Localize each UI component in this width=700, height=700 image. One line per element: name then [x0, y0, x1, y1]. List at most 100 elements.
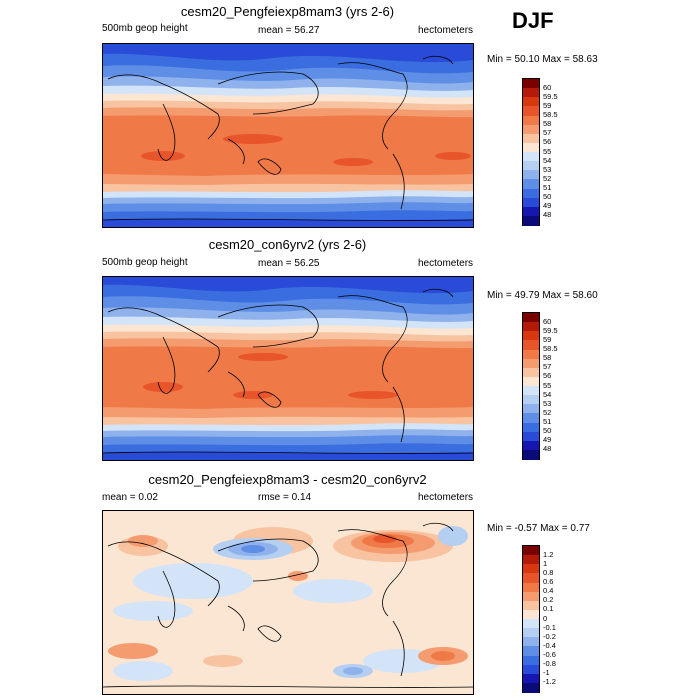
panel-1-minmax-label: Min = 50.10 Max = 58.63 — [487, 54, 598, 65]
panel-1-variable-label: 500mb geop height — [102, 23, 188, 34]
colorbar-tick-label: 58 — [543, 119, 552, 129]
colorbar-swatch — [523, 313, 539, 323]
panel-3-minmax-label: Min = -0.57 Max = 0.77 — [487, 523, 590, 534]
colorbar-swatch — [523, 395, 539, 405]
colorbar-swatch — [523, 215, 539, 226]
colorbar-swatch — [523, 682, 539, 693]
colorbar-tick-label: 0.1 — [543, 604, 554, 614]
colorbar-tick-label: 48 — [543, 444, 552, 454]
colorbar-tick-label: 0.4 — [543, 586, 554, 596]
colorbar-tick-label: -0.2 — [543, 631, 556, 641]
colorbar-tick-label: 58 — [543, 353, 552, 363]
colorbar-swatch — [523, 637, 539, 647]
panel-1-title: cesm20_Pengfeiexp8mam3 (yrs 2-6) — [180, 4, 395, 19]
colorbar-tick-label: 56 — [543, 371, 552, 381]
colorbar-swatch — [523, 133, 539, 144]
colorbar-swatch — [523, 564, 539, 574]
panel-1-map — [102, 43, 474, 228]
panel-1-mean-label: mean = 56.27 — [258, 25, 320, 36]
panel-2-contour-field — [102, 277, 474, 460]
panel-1-colorbar-labels: 60 59.5 59 58.5 58 57 56 55 54 53 52 51 50 49 48 — [543, 78, 583, 226]
colorbar-tick-label: 54 — [543, 155, 552, 165]
panel-3-colorbar-labels: 1.2 1 0.8 0.6 0.4 0.2 0.1 0 -0.1 -0.2 -0.4 -0.6 -0.8… — [543, 545, 583, 693]
colorbar-tick-label: -1 — [543, 668, 550, 678]
colorbar-tick-label: 59 — [543, 334, 552, 344]
panel-3-colorbar — [522, 545, 540, 693]
colorbar-swatch — [523, 600, 539, 611]
panel-1-coastlines — [102, 55, 474, 221]
colorbar-swatch — [523, 546, 539, 556]
colorbar-tick-label: 60 — [543, 82, 552, 92]
panel-1-contour-field — [102, 44, 474, 227]
colorbar-swatch — [523, 404, 539, 414]
colorbar-swatch — [523, 322, 539, 332]
colorbar-tick-label: 50 — [543, 192, 552, 202]
colorbar-swatch — [523, 340, 539, 350]
colorbar-swatch — [523, 197, 539, 208]
panel-2-colorbar — [522, 312, 540, 460]
colorbar-swatch — [523, 79, 539, 89]
panel-3-title: cesm20_Pengfeiexp8mam3 - cesm20_con6yrv2 — [148, 472, 427, 487]
colorbar-tick-label: 51 — [543, 417, 552, 426]
colorbar-swatch — [523, 555, 539, 565]
colorbar-swatch — [523, 161, 539, 171]
colorbar-tick-label: 60 — [543, 316, 552, 326]
colorbar-tick-label: 59 — [543, 100, 552, 110]
colorbar-tick-label: 0.8 — [543, 567, 554, 577]
colorbar-swatch — [523, 358, 539, 369]
panel-2-units-label: hectometers — [418, 258, 474, 269]
colorbar-tick-label: 0.2 — [543, 595, 554, 605]
colorbar-swatch — [523, 582, 539, 593]
colorbar-swatch — [523, 646, 539, 656]
colorbar-swatch — [523, 609, 539, 620]
colorbar-swatch — [523, 188, 539, 199]
colorbar-tick-label: -0.8 — [543, 659, 556, 669]
colorbar-tick-label: 55 — [543, 146, 552, 156]
colorbar-swatch — [523, 655, 539, 666]
colorbar-swatch — [523, 124, 539, 135]
panel-1-colorbar — [522, 78, 540, 226]
season-label: DJF — [512, 8, 554, 33]
panel-2-title: cesm20_con6yrv2 (yrs 2-6) — [208, 237, 367, 252]
colorbar-swatch — [523, 413, 539, 423]
colorbar-swatch — [523, 115, 539, 126]
panel-3-mean-label: mean = 0.02 — [102, 492, 158, 503]
panel-3-contour-field — [102, 511, 474, 694]
colorbar-tick-label: -0.4 — [543, 640, 556, 650]
colorbar-tick-label: 55 — [543, 380, 552, 390]
panel-2-colorbar-labels: 60 59.5 59 58.5 58 57 56 55 54 53 52 51 50 49 48 — [543, 312, 583, 460]
colorbar-swatch — [523, 628, 539, 638]
colorbar-swatch — [523, 449, 539, 460]
colorbar-swatch — [523, 591, 539, 602]
panel-1-units-label: hectometers — [418, 25, 474, 36]
panel-2-map — [102, 276, 474, 461]
colorbar-tick-label: -0.6 — [543, 650, 556, 659]
colorbar-tick-label: 49 — [543, 435, 552, 445]
colorbar-swatch — [523, 152, 539, 162]
colorbar-swatch — [523, 386, 539, 396]
panel-2-coastlines — [102, 288, 474, 454]
colorbar-tick-label: 50 — [543, 426, 552, 436]
colorbar-swatch — [523, 440, 539, 451]
colorbar-tick-label: 1.2 — [543, 549, 554, 559]
colorbar-tick-label: 59.5 — [543, 91, 558, 101]
colorbar-tick-label: 1 — [543, 558, 548, 568]
colorbar-swatch — [523, 106, 539, 116]
colorbar-swatch — [523, 664, 539, 675]
colorbar-tick-label: 48 — [543, 210, 552, 220]
colorbar-swatch — [523, 573, 539, 583]
colorbar-tick-label: 49 — [543, 201, 552, 211]
colorbar-swatch — [523, 331, 539, 341]
colorbar-swatch — [523, 170, 539, 180]
colorbar-swatch — [523, 349, 539, 360]
colorbar-swatch — [523, 97, 539, 107]
panel-3-coastlines — [102, 522, 474, 688]
panel-3-map — [102, 510, 474, 695]
colorbar-tick-label: -1.2 — [543, 677, 556, 687]
colorbar-tick-label: 56 — [543, 137, 552, 147]
colorbar-tick-label: 57 — [543, 362, 552, 372]
colorbar-tick-label: 0 — [543, 613, 548, 623]
colorbar-tick-label: 57 — [543, 128, 552, 138]
colorbar-swatch — [523, 179, 539, 189]
panel-2-minmax-label: Min = 49.79 Max = 58.60 — [487, 290, 598, 301]
